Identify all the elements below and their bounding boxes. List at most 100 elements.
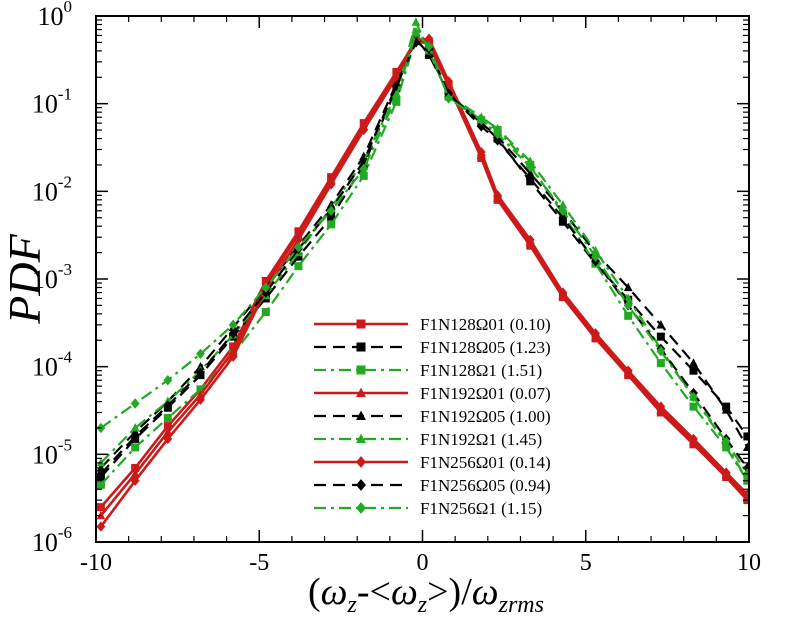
data-point [525, 161, 535, 173]
data-point [424, 33, 434, 44]
data-point [493, 128, 502, 140]
data-point [444, 93, 454, 104]
data-point [525, 168, 535, 178]
data-point [444, 76, 454, 87]
series-line [100, 37, 749, 478]
legend-item: F1N192Ω1 (1.45) [314, 430, 542, 449]
legend-label: F1N256Ω1 (1.15) [420, 499, 542, 518]
data-point [656, 332, 665, 341]
data-point [411, 17, 421, 26]
data-point [196, 394, 205, 405]
data-point [96, 503, 105, 512]
data-point [228, 351, 238, 362]
y-tick-label: 10-1 [32, 85, 72, 119]
series-line [100, 37, 749, 486]
data-point [493, 135, 502, 146]
data-point [721, 405, 731, 414]
x-tick-label: 5 [580, 550, 592, 576]
legend-item: F1N256Ω01 (0.14) [314, 453, 551, 472]
data-point [359, 163, 369, 175]
data-point [96, 480, 105, 489]
data-point [476, 146, 486, 158]
data-point [96, 521, 106, 532]
data-point [130, 431, 140, 442]
legend-label: F1N128Ω01 (0.10) [420, 315, 551, 334]
legend-item: F1N192Ω01 (0.07) [314, 384, 551, 403]
data-point [591, 251, 600, 262]
data-point [721, 467, 731, 478]
legend-marker [356, 319, 366, 329]
legend-label: F1N192Ω05 (1.00) [420, 407, 551, 426]
axis-layer: -10 -5 0 5 10 10-6 10-5 10-4 10-3 10-2 10-1 100 [32, 0, 761, 576]
legend-item: F1N128Ω01 (0.10) [314, 315, 551, 334]
data-point [294, 262, 303, 271]
data-point [294, 234, 303, 245]
x-tick-label: -10 [80, 550, 112, 576]
data-point [493, 123, 502, 133]
data-point [689, 402, 698, 411]
data-point [624, 311, 633, 320]
data-point [721, 436, 731, 447]
data-point [130, 475, 140, 486]
legend-item: F1N256Ω1 (1.15) [314, 499, 542, 518]
legend: F1N128Ω01 (0.10) F1N128Ω05 (1.23) F1N128Ω1… [314, 315, 551, 518]
series-9 [96, 27, 749, 479]
data-point [391, 72, 401, 83]
y-tick-label: 10-4 [32, 348, 73, 382]
legend-label: F1N192Ω1 (1.45) [420, 430, 542, 449]
data-point [163, 427, 173, 436]
x-tick-label: -5 [249, 550, 269, 576]
data-point [391, 91, 401, 102]
data-point [558, 287, 568, 298]
y-tick-label: 10-2 [32, 172, 72, 206]
legend-label: F1N256Ω05 (0.94) [420, 476, 551, 495]
x-tick-label: 10 [737, 550, 761, 576]
data-point [327, 213, 336, 222]
legend-marker [356, 410, 366, 421]
data-point [326, 179, 336, 190]
data-point [130, 468, 140, 478]
data-point [656, 359, 665, 368]
data-point [163, 433, 173, 445]
legend-marker [356, 387, 366, 398]
data-point [558, 200, 568, 209]
legend-item: F1N256Ω05 (0.94) [314, 476, 551, 495]
data-point [228, 328, 238, 339]
data-point [411, 27, 421, 38]
data-point [591, 328, 600, 339]
data-point [196, 348, 205, 360]
data-point [623, 365, 633, 376]
y-tick-label: 100 [38, 0, 73, 31]
data-point [163, 400, 173, 411]
data-point [476, 121, 486, 132]
series-layer [96, 17, 749, 532]
legend-item: F1N192Ω05 (1.00) [314, 407, 551, 426]
data-point [163, 422, 172, 431]
legend-marker [356, 456, 366, 468]
legend-label: F1N128Ω05 (1.23) [420, 338, 551, 357]
data-point [130, 423, 140, 432]
data-point [656, 401, 666, 412]
legend-marker [356, 342, 366, 352]
data-point [493, 190, 502, 201]
data-point [623, 282, 633, 292]
data-point [196, 385, 205, 394]
data-point [359, 171, 368, 180]
series-7 [96, 33, 749, 532]
data-point [294, 242, 303, 253]
legend-marker [356, 365, 366, 375]
y-tick-label: 10-3 [32, 260, 72, 294]
data-point [742, 489, 749, 500]
legend-marker [356, 502, 366, 514]
data-point [327, 220, 336, 229]
data-point [228, 319, 238, 331]
data-point [424, 41, 434, 52]
data-point [130, 398, 140, 409]
data-point [689, 358, 698, 367]
data-point [476, 114, 486, 126]
data-point [131, 463, 140, 472]
data-point [656, 346, 666, 357]
legend-item: F1N128Ω05 (1.23) [314, 338, 551, 357]
legend-label: F1N128Ω1 (1.51) [420, 361, 542, 380]
legend-marker [356, 433, 366, 444]
